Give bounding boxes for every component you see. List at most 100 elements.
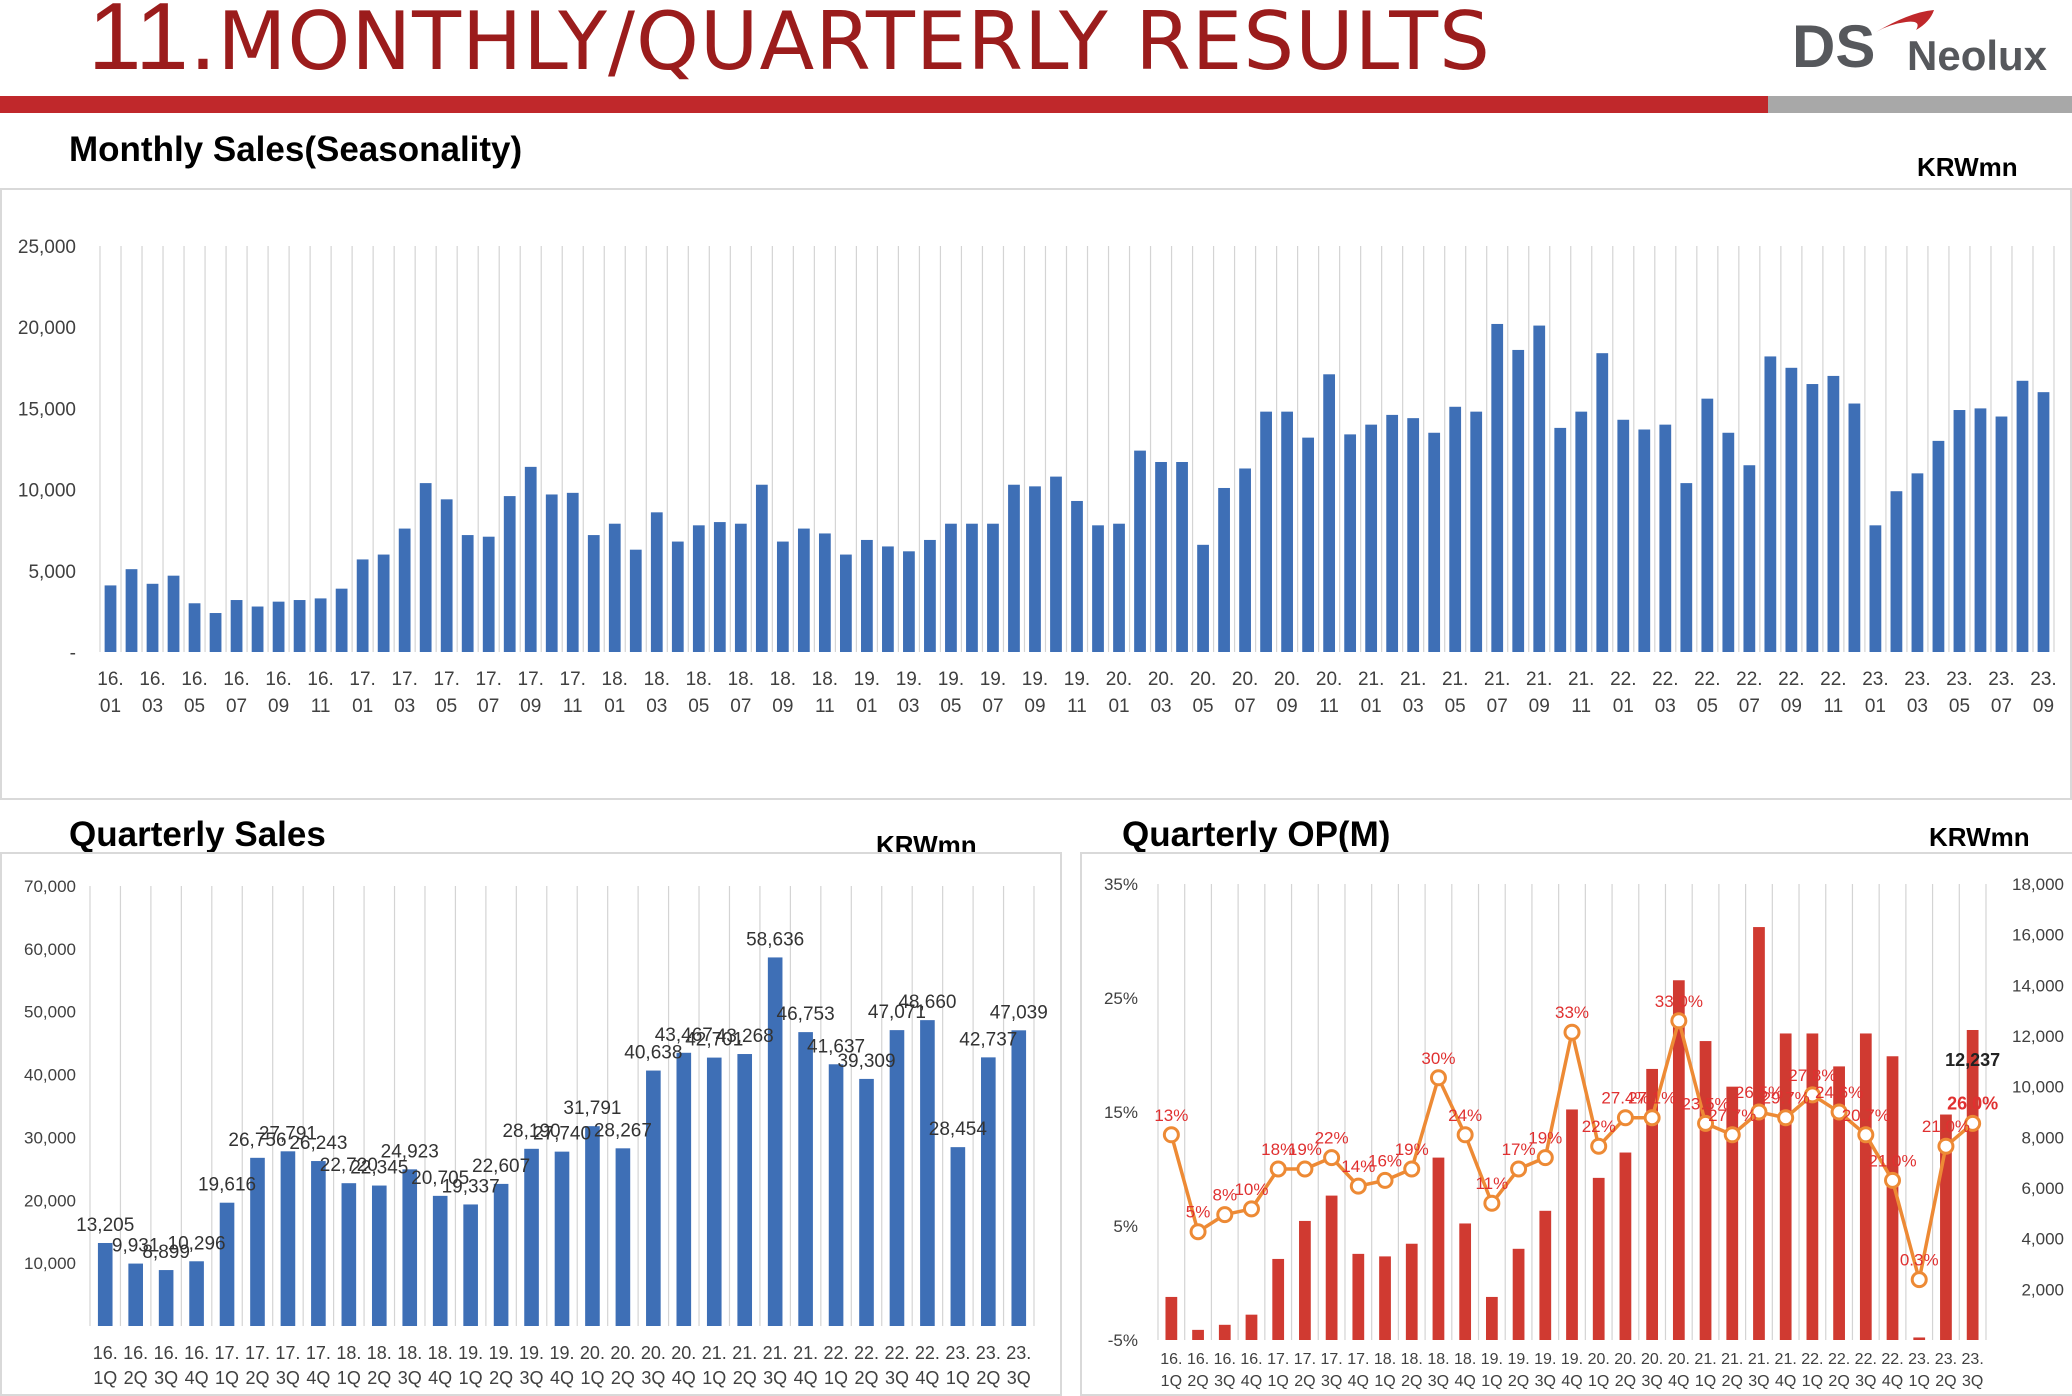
monthly-xtick-year: 17. <box>391 669 417 690</box>
monthly-xtick-month: 11 <box>311 696 331 717</box>
qop-right-ytick-label: 12,000 <box>2012 1027 2064 1046</box>
qop-margin-label: 26.0% <box>1947 1093 1998 1113</box>
monthly-xtick-month: 03 <box>898 696 919 717</box>
monthly-xtick-year: 21. <box>1400 669 1426 690</box>
monthly-bar <box>1617 419 1630 652</box>
monthly-xtick-year: 22. <box>1820 669 1846 690</box>
qsales-bar <box>706 1057 722 1326</box>
monthly-ytick-label: 20,000 <box>18 318 76 339</box>
qsales-xtick-quarter: 3Q <box>1007 1368 1031 1388</box>
qop-margin-point <box>1777 1109 1795 1127</box>
monthly-bar <box>945 523 957 652</box>
qop-xtick-year: 22. <box>1828 1351 1850 1368</box>
qsales-xtick-quarter: 4Q <box>306 1368 330 1388</box>
qop-xtick-quarter: 3Q <box>1962 1373 1983 1390</box>
qop-margin-point <box>1937 1137 1955 1155</box>
monthly-xtick-month: 03 <box>1150 696 1171 717</box>
monthly-xtick-year: 19. <box>1022 669 1048 690</box>
qsales-data-label: 22,345 <box>350 1158 408 1179</box>
qsales-xtick-year: 20. <box>610 1343 635 1363</box>
qop-left-ytick-label: -5% <box>1108 1331 1138 1350</box>
monthly-xtick-month: 05 <box>940 696 961 717</box>
monthly-xtick-month: 11 <box>815 696 835 717</box>
monthly-bar <box>398 528 411 652</box>
monthly-xtick-month: 03 <box>1655 696 1676 717</box>
qop-left-ytick-label: 25% <box>1104 989 1138 1008</box>
monthly-sales-chart: - 5,000 10,000 15,000 20,000 25,000 16. 01 16. 03… <box>18 237 2057 717</box>
qop-bar <box>1459 1223 1472 1340</box>
monthly-xtick-month: 01 <box>856 696 877 717</box>
monthly-xtick-month: 11 <box>1067 696 1087 717</box>
qop-xtick-quarter: 1Q <box>1161 1373 1182 1390</box>
monthly-xtick-year: 21. <box>1568 669 1594 690</box>
monthly-xtick-month: 03 <box>394 696 415 717</box>
qop-margin-label: 22% <box>1582 1117 1616 1136</box>
qop-right-ytick-label: 16,000 <box>2012 926 2064 945</box>
monthly-bar <box>1554 427 1567 652</box>
monthly-chart-panel: - 5,000 10,000 15,000 20,000 25,000 16. 01 16. 03… <box>0 188 2072 800</box>
qsales-xtick-quarter: 2Q <box>855 1368 879 1388</box>
monthly-xtick-year: 22. <box>1778 669 1804 690</box>
qop-margin-label: 27.7% <box>1708 1106 1756 1125</box>
monthly-bar <box>146 583 159 652</box>
qop-bar <box>1218 1324 1231 1340</box>
monthly-xtick-month: 05 <box>1192 696 1213 717</box>
monthly-bar <box>1932 440 1945 652</box>
logo-neolux-text: Neolux <box>1907 32 2048 79</box>
monthly-xtick-year: 16. <box>265 669 291 690</box>
monthly-bar <box>987 523 999 652</box>
qop-margin-label: 5% <box>1186 1203 1211 1222</box>
qsales-data-label: 27,791 <box>259 1123 317 1144</box>
qop-margin-label: 30% <box>1421 1049 1455 1068</box>
quarterly-op-chart: -5% 5% 15% 25% 35% 2,000 4,000 6,000 8,000 10,000… <box>1104 875 2064 1390</box>
qsales-data-label: 28,454 <box>929 1119 988 1140</box>
qsales-xtick-quarter: 2Q <box>367 1368 391 1388</box>
qsales-xtick-quarter: 1Q <box>946 1368 970 1388</box>
monthly-xtick-year: 19. <box>896 669 922 690</box>
company-logo: DS Neolux <box>1792 10 2072 88</box>
qsales-bar <box>219 1202 235 1326</box>
qop-bar <box>1566 1109 1578 1340</box>
qsales-bar <box>97 1242 113 1326</box>
monthly-xtick-month: 11 <box>1319 696 1339 717</box>
monthly-bar <box>1680 483 1693 652</box>
qsales-bar <box>950 1147 966 1326</box>
qop-right-ytick-label: 6,000 <box>2021 1179 2064 1198</box>
qop-bar <box>1272 1258 1285 1340</box>
monthly-xtick-month: 03 <box>1403 696 1424 717</box>
monthly-bar <box>1344 434 1357 652</box>
qop-margin-label: 0.3% <box>1900 1251 1939 1270</box>
qop-bar <box>1245 1314 1258 1340</box>
qsales-data-label: 19,337 <box>442 1176 500 1197</box>
qop-margin-point <box>1590 1137 1608 1155</box>
qsales-bar <box>189 1261 204 1326</box>
qop-xtick-quarter: 2Q <box>1615 1373 1636 1390</box>
qop-xtick-year: 20. <box>1614 1351 1636 1368</box>
monthly-bar <box>1512 349 1525 652</box>
monthly-bar <box>713 522 726 652</box>
monthly-bar <box>104 585 117 652</box>
monthly-xtick-month: 07 <box>982 696 1003 717</box>
qsales-data-label: 28,190 <box>502 1121 560 1142</box>
qsales-bar <box>341 1183 357 1326</box>
monthly-xtick-year: 22. <box>1652 669 1678 690</box>
qop-xtick-year: 21. <box>1694 1351 1716 1368</box>
qsales-data-label: 41,637 <box>807 1036 865 1057</box>
qop-margin-point <box>1296 1160 1314 1178</box>
monthly-xtick-month: 05 <box>1697 696 1718 717</box>
monthly-bar <box>797 528 810 652</box>
qop-xtick-quarter: 4Q <box>1882 1373 1903 1390</box>
qop-op-data-label: 12,237 <box>1945 1050 2000 1070</box>
monthly-xtick-year: 20. <box>1190 669 1216 690</box>
monthly-bar <box>1974 408 1987 652</box>
monthly-xtick-year: 21. <box>1526 669 1552 690</box>
qop-xtick-year: 17. <box>1320 1351 1342 1368</box>
monthly-xtick-year: 23. <box>1988 669 2014 690</box>
monthly-xtick-month: 11 <box>1824 696 1844 717</box>
monthly-bar <box>839 554 852 652</box>
qop-margin-label: 24% <box>1448 1106 1482 1125</box>
qsales-xtick-year: 23. <box>945 1343 970 1363</box>
monthly-xtick-year: 19. <box>854 669 880 690</box>
qop-bar <box>1886 1056 1899 1340</box>
monthly-bar <box>1029 486 1041 652</box>
